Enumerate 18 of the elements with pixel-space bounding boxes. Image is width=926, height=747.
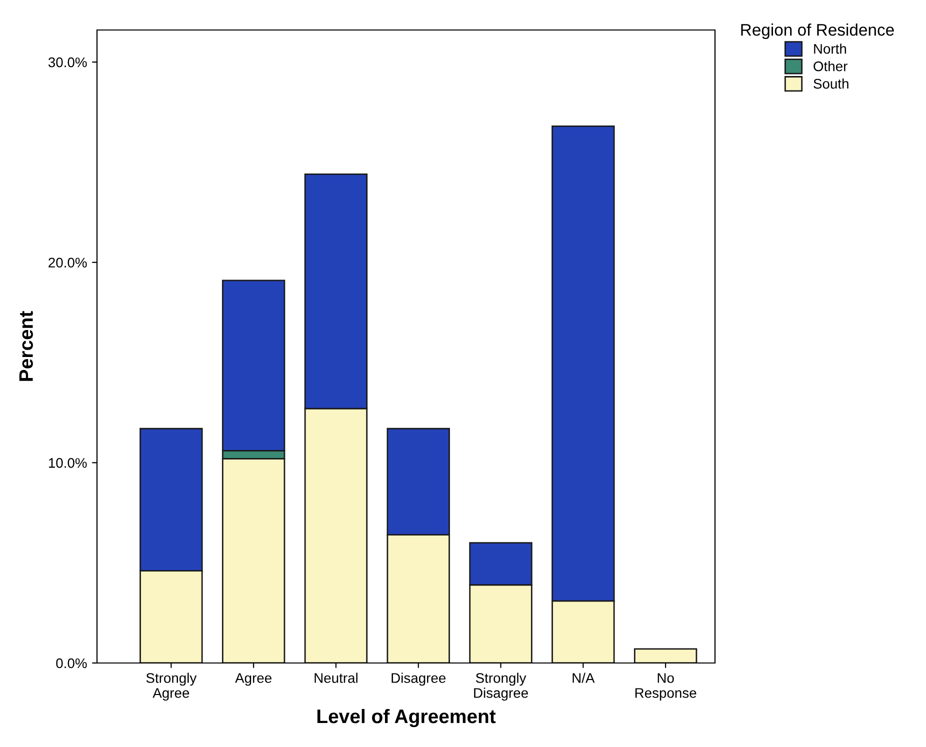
x-tick-label: Neutral xyxy=(314,672,358,683)
x-tick-label: Strongly Disagree xyxy=(474,672,528,701)
legend-label: Other xyxy=(814,61,848,72)
legend-label: North xyxy=(814,44,846,54)
x-tick-label: Strongly Agree xyxy=(146,672,197,701)
bar xyxy=(634,648,698,663)
x-tick-label: Disagree xyxy=(392,672,446,686)
y-axis-title: Percent xyxy=(19,311,33,381)
y-tick-label: 30.0% xyxy=(48,57,87,68)
legend-title: Region of Residence xyxy=(741,24,894,40)
x-axis-title: Level of Agreement xyxy=(317,708,496,728)
y-tick-label: 0.0% xyxy=(56,658,87,668)
x-tick-label: No Response xyxy=(635,673,696,701)
y-tick-label: 10.0% xyxy=(48,458,87,468)
legend-label: South xyxy=(814,78,848,89)
x-tick-label: N/A xyxy=(572,672,595,683)
y-tick-label: 20.0% xyxy=(48,258,87,268)
x-tick-label: Agree xyxy=(235,673,272,686)
